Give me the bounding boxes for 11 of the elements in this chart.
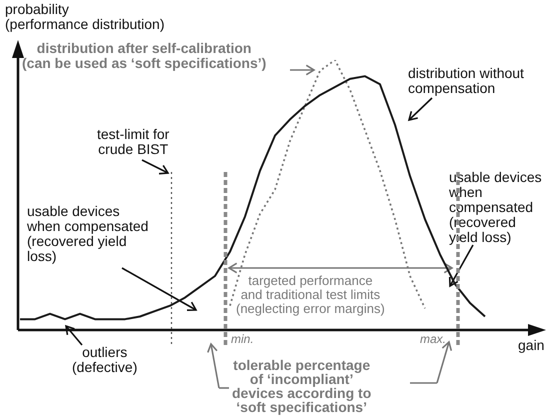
text: outliers (defective) <box>72 344 138 375</box>
annotation: targeted performance and traditional test limits (neglecting error margins) <box>236 273 385 316</box>
text: max. <box>420 332 446 347</box>
x-axis-title: gain <box>518 337 544 353</box>
annotation: distribution without compensation <box>408 65 524 96</box>
annotation: usable devices when compensated (recovered yield loss) <box>27 203 148 264</box>
text: min. <box>231 332 254 347</box>
annotation: test-limit for crude BIST <box>97 126 170 157</box>
y-axis-title: probability (performance distribution) <box>5 1 165 32</box>
annotation: distribution after self-calibration (can be used as ‘soft specifications’) <box>22 40 266 71</box>
text: tolerable percentage of ‘incompliant’ devices according to ‘soft specifications’ <box>232 357 372 415</box>
